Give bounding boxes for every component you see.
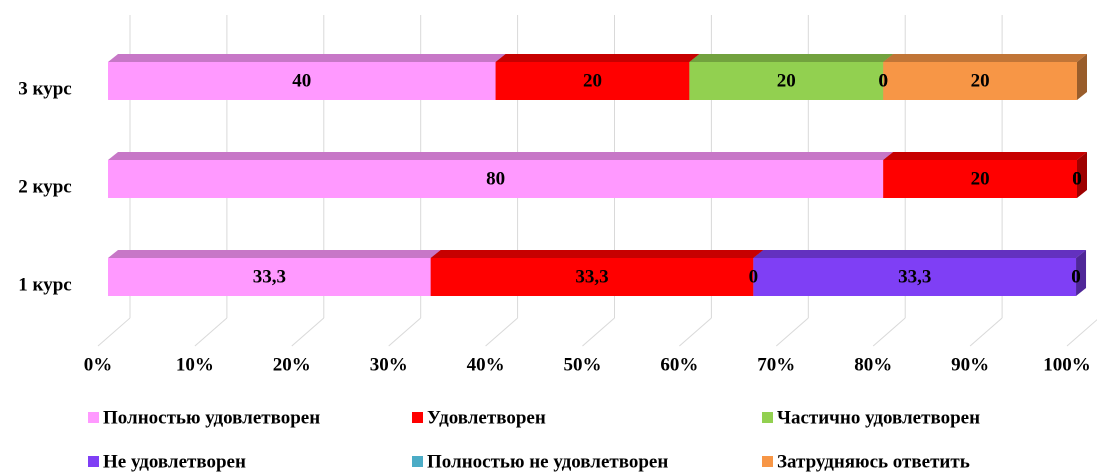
bar [108,160,884,198]
bar [495,62,690,100]
data-label: 33,3 [253,266,286,287]
legend-label: Полностью удовлетворен [103,407,320,428]
legend-label: Не удовлетворен [103,451,246,472]
bar-top [883,54,1087,62]
bar-segment [689,54,894,100]
bar-side [1077,54,1087,100]
x-tick-label: 50% [564,354,602,375]
legend-label: Частично удовлетворен [777,407,980,428]
bar-top [108,152,894,160]
x-tick-label: 80% [854,354,892,375]
data-label: 20 [583,70,602,91]
data-label: 0 [878,70,888,91]
y-tick-label: 1 курс [18,274,71,295]
x-tick-label: 100% [1043,354,1091,375]
data-label: 0 [1072,168,1082,189]
data-label: 0 [878,70,888,91]
bar [883,160,1077,198]
x-tick-label: 60% [660,354,698,375]
bar-side [1076,250,1087,296]
data-label: 0 [1072,168,1082,189]
floor-line [679,317,712,347]
x-tick-label: 0% [84,354,113,375]
bar-segment [883,152,1087,198]
bar-top [689,54,894,62]
data-label: 33,3 [898,266,931,287]
floor-line [969,317,1003,347]
legend-label: Удовлетворен [427,407,546,428]
y-tick-label: 3 курс [18,78,71,99]
bar [883,62,1077,100]
x-tick-label: 40% [467,354,505,375]
data-label: 20 [971,168,990,189]
bar-segment [108,152,894,198]
legend-swatch [762,456,773,467]
legend-swatch [88,412,99,423]
x-tick-label: 10% [176,354,214,375]
legend-label: Затрудняюсь ответить [777,451,970,472]
data-label: 0 [749,266,759,287]
floor-line [485,317,518,347]
bar-top [108,54,506,62]
bar-top [495,54,700,62]
floor-line [291,317,325,347]
y-tick-label: 2 курс [18,176,71,197]
data-label: 0 [1072,168,1082,189]
legend-swatch [412,412,423,423]
bar-top [430,250,764,258]
bar [430,258,754,296]
bar-top [883,152,1087,160]
x-tick-label: 20% [273,354,311,375]
bar-top [108,250,441,258]
legend-label: Полностью не удовлетворен [427,451,668,472]
data-label: 0 [1071,266,1081,287]
floor-line [872,317,906,347]
bar-segment [883,54,1087,100]
bar-segment [430,250,764,296]
legend-swatch [412,456,423,467]
floor-line [582,317,615,347]
bar [108,62,496,100]
data-label: 40 [292,70,311,91]
x-tick-label: 90% [951,354,989,375]
floor-line [775,317,809,347]
floor-line [1066,319,1097,347]
bar-side [1077,152,1087,198]
floor-line [388,317,422,347]
floor-line [97,317,131,347]
bar [753,258,1077,296]
legend-swatch [88,456,99,467]
bar-top [753,250,1087,258]
data-label: 0 [1072,168,1082,189]
bar [689,62,884,100]
data-label: 80 [486,168,505,189]
bar-segment [753,250,1087,296]
bar-segment [495,54,700,100]
bar [108,258,431,296]
x-tick-label: 70% [757,354,795,375]
data-label: 20 [777,70,796,91]
floor-line [194,317,228,347]
x-tick-label: 30% [370,354,408,375]
legend-swatch [762,412,773,423]
data-label: 20 [971,70,990,91]
data-label: 33,3 [575,266,608,287]
data-label: 0 [1071,266,1081,287]
